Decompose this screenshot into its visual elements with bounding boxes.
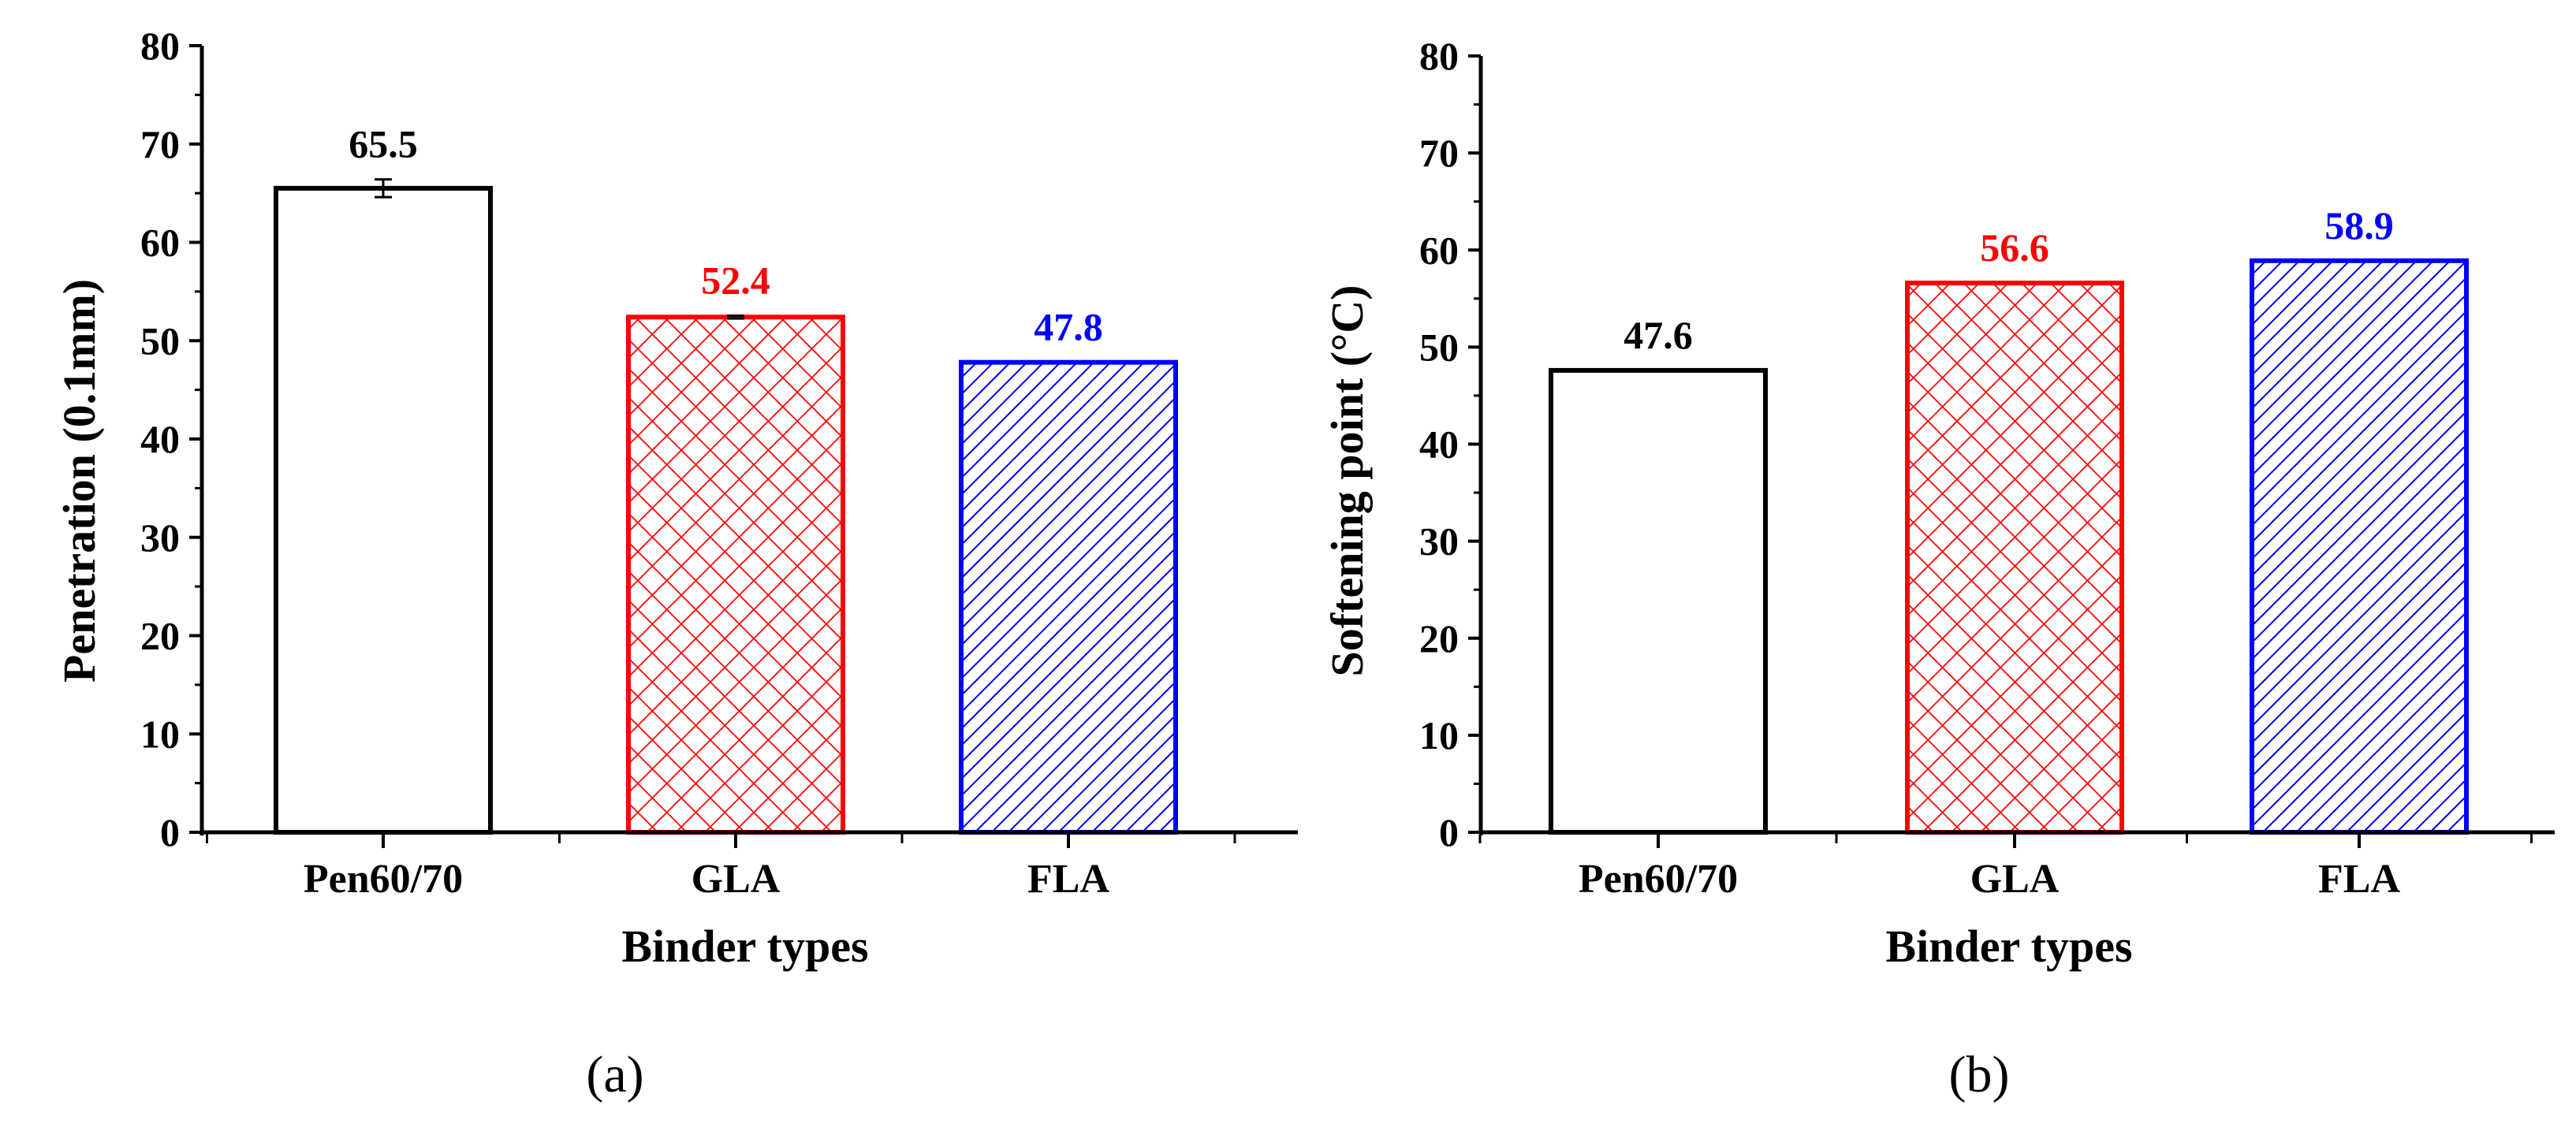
chart-panel-a: 65.5 52.4 47.8 0 10 20 30 40 50 60 70 80 Pen60/70 GLA… bbox=[54, 24, 1298, 1103]
y-tick-label-a-50: 50 bbox=[140, 318, 180, 363]
plot-area-b: 47.6 56.6 58.9 0 10 20 30 40 50 60 70 80 Pen60/70 GLA… bbox=[1419, 34, 2555, 902]
chart-panel-b: 47.6 56.6 58.9 0 10 20 30 40 50 60 70 80 Pen60/70 GLA… bbox=[1322, 34, 2555, 1103]
y-tick-label-b-80: 80 bbox=[1419, 34, 1459, 78]
y-tick-label-b-0: 0 bbox=[1439, 810, 1459, 854]
panel-label-a: (a) bbox=[586, 1046, 643, 1103]
y-tick-label-a-20: 20 bbox=[140, 614, 180, 658]
x-axis-label-b: Binder types bbox=[1885, 921, 2132, 972]
y-tick-label-a-30: 30 bbox=[140, 515, 180, 560]
bar-a-gla bbox=[626, 314, 845, 835]
bar-b-pen60-70 bbox=[1549, 367, 1768, 835]
y-tick-label-a-0: 0 bbox=[160, 810, 180, 854]
y-tick-label-b-70: 70 bbox=[1419, 131, 1459, 175]
data-label-b-2: 56.6 bbox=[1980, 225, 2049, 270]
x-axis-label-a: Binder types bbox=[621, 921, 868, 972]
error-bar-a-1 bbox=[375, 178, 392, 199]
x-tick-label-b-3: FLA bbox=[2318, 857, 2400, 902]
x-tick-label-a-1: Pen60/70 bbox=[304, 857, 463, 902]
y-tick-label-b-10: 10 bbox=[1419, 713, 1459, 757]
y-tick-label-b-60: 60 bbox=[1419, 228, 1459, 272]
y-tick-label-b-20: 20 bbox=[1419, 616, 1459, 660]
y-tick-label-b-50: 50 bbox=[1419, 325, 1459, 369]
y-axis-label-b: Softening point (°C) bbox=[1322, 285, 1373, 677]
plot-area-a: 65.5 52.4 47.8 0 10 20 30 40 50 60 70 80 Pen60/70 GLA… bbox=[140, 24, 1298, 902]
data-label-b-1: 47.6 bbox=[1624, 313, 1693, 357]
y-tick-label-a-60: 60 bbox=[140, 221, 180, 265]
x-tick-label-b-2: GLA bbox=[1970, 857, 2060, 902]
panel-label-b: (b) bbox=[1949, 1046, 2010, 1103]
x-tick-label-a-3: FLA bbox=[1027, 857, 1109, 902]
bar-b-gla bbox=[1905, 281, 2124, 835]
bar-b-fla bbox=[2250, 258, 2469, 835]
error-bar-a-2 bbox=[727, 314, 744, 320]
data-label-a-2: 52.4 bbox=[701, 258, 770, 302]
data-label-b-3: 58.9 bbox=[2324, 203, 2394, 247]
y-tick-label-b-40: 40 bbox=[1419, 422, 1459, 467]
y-tick-label-b-30: 30 bbox=[1419, 519, 1459, 564]
bar-a-fla bbox=[959, 359, 1178, 835]
y-tick-label-a-80: 80 bbox=[140, 24, 180, 68]
data-label-a-1: 65.5 bbox=[349, 122, 418, 166]
y-tick-label-a-10: 10 bbox=[140, 712, 180, 756]
data-label-a-3: 47.8 bbox=[1034, 305, 1103, 349]
x-tick-label-a-2: GLA bbox=[692, 857, 781, 902]
bar-a-pen60-70 bbox=[274, 185, 493, 835]
y-axis-label-a: Penetration (0.1mm) bbox=[54, 279, 105, 683]
y-tick-label-a-70: 70 bbox=[140, 122, 180, 166]
x-tick-label-b-1: Pen60/70 bbox=[1579, 857, 1738, 902]
y-tick-label-a-40: 40 bbox=[140, 417, 180, 461]
